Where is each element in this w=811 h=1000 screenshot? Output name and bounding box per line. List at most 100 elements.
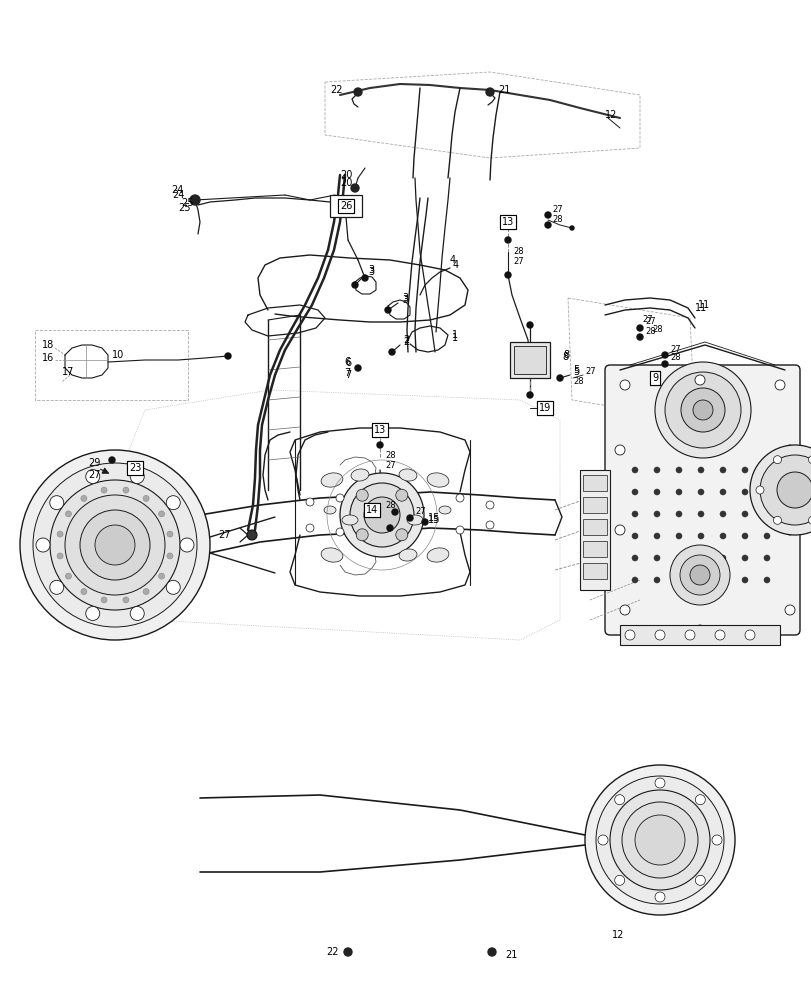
Bar: [582, 563, 607, 579]
Text: 28: 28: [669, 354, 680, 362]
Circle shape: [101, 487, 107, 493]
Circle shape: [776, 472, 811, 508]
Text: 9: 9: [651, 373, 657, 383]
Text: 3: 3: [367, 267, 374, 277]
Circle shape: [376, 442, 383, 448]
Bar: [579, 470, 609, 590]
Text: 7: 7: [345, 370, 351, 380]
Circle shape: [395, 529, 407, 541]
Circle shape: [614, 525, 624, 535]
Text: 2: 2: [402, 337, 409, 347]
Circle shape: [556, 375, 562, 381]
Circle shape: [773, 516, 780, 524]
Circle shape: [422, 519, 427, 525]
Text: 1: 1: [452, 330, 457, 340]
Circle shape: [719, 577, 725, 583]
Text: 27: 27: [414, 508, 425, 516]
Text: 29: 29: [88, 458, 101, 468]
Circle shape: [526, 322, 532, 328]
Circle shape: [544, 222, 551, 228]
Circle shape: [609, 790, 709, 890]
Circle shape: [774, 380, 784, 390]
Circle shape: [130, 606, 144, 620]
Circle shape: [669, 545, 729, 605]
Circle shape: [354, 365, 361, 371]
Ellipse shape: [350, 469, 368, 481]
Circle shape: [694, 795, 705, 805]
Circle shape: [719, 467, 725, 473]
Text: 27: 27: [88, 470, 101, 480]
Bar: [329, 195, 362, 217]
Circle shape: [755, 486, 763, 494]
Circle shape: [395, 489, 407, 501]
Circle shape: [694, 375, 704, 385]
Circle shape: [504, 272, 510, 278]
Circle shape: [344, 948, 351, 956]
Bar: [582, 541, 607, 557]
Circle shape: [247, 530, 257, 540]
Circle shape: [362, 275, 367, 281]
Ellipse shape: [341, 515, 358, 525]
Circle shape: [392, 509, 397, 515]
Text: 25: 25: [178, 203, 191, 213]
Circle shape: [614, 795, 624, 805]
Circle shape: [694, 875, 705, 885]
Circle shape: [653, 555, 659, 561]
Circle shape: [763, 555, 769, 561]
Circle shape: [621, 802, 697, 878]
Circle shape: [122, 597, 129, 603]
Circle shape: [86, 470, 100, 484]
Circle shape: [631, 467, 637, 473]
Circle shape: [763, 467, 769, 473]
Text: 28: 28: [384, 450, 395, 460]
Ellipse shape: [320, 548, 342, 562]
Circle shape: [653, 467, 659, 473]
Circle shape: [109, 457, 115, 463]
Circle shape: [384, 307, 391, 313]
Circle shape: [143, 495, 149, 501]
Circle shape: [636, 334, 642, 340]
Circle shape: [653, 533, 659, 539]
Text: 11: 11: [694, 303, 706, 313]
Circle shape: [654, 778, 664, 788]
Circle shape: [653, 577, 659, 583]
Ellipse shape: [406, 515, 423, 525]
Text: 17: 17: [62, 367, 75, 377]
Circle shape: [661, 352, 667, 358]
Circle shape: [697, 489, 703, 495]
Text: 23: 23: [129, 463, 141, 473]
Circle shape: [634, 815, 684, 865]
Text: 26: 26: [339, 201, 352, 211]
Circle shape: [130, 470, 144, 484]
Circle shape: [544, 212, 551, 218]
Circle shape: [763, 577, 769, 583]
Circle shape: [653, 511, 659, 517]
Text: 5: 5: [573, 367, 578, 377]
Circle shape: [356, 529, 367, 541]
Text: 27: 27: [644, 318, 654, 326]
Circle shape: [697, 577, 703, 583]
Circle shape: [354, 88, 362, 96]
Text: 4: 4: [453, 260, 458, 270]
Circle shape: [689, 565, 709, 585]
Circle shape: [759, 455, 811, 525]
Circle shape: [697, 511, 703, 517]
Circle shape: [456, 526, 463, 534]
Circle shape: [661, 361, 667, 367]
Circle shape: [763, 533, 769, 539]
Circle shape: [86, 606, 100, 620]
Circle shape: [595, 776, 723, 904]
Text: 15: 15: [427, 515, 440, 525]
Circle shape: [631, 489, 637, 495]
Text: 19: 19: [539, 403, 551, 413]
Circle shape: [676, 577, 681, 583]
Circle shape: [719, 555, 725, 561]
Circle shape: [57, 553, 63, 559]
Circle shape: [741, 511, 747, 517]
Ellipse shape: [427, 548, 448, 562]
Circle shape: [654, 362, 750, 458]
Circle shape: [614, 445, 624, 455]
Circle shape: [95, 525, 135, 565]
Circle shape: [676, 467, 681, 473]
Text: 3: 3: [367, 265, 374, 275]
